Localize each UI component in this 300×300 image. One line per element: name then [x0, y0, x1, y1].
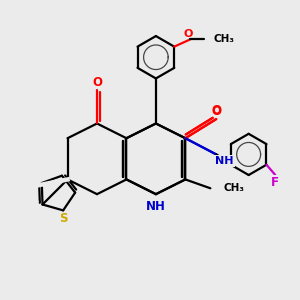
Text: O: O [92, 76, 102, 89]
Text: S: S [59, 212, 68, 225]
Text: CH₃: CH₃ [224, 183, 244, 193]
Text: F: F [271, 175, 279, 188]
Text: NH: NH [215, 156, 234, 166]
Text: O: O [211, 104, 221, 117]
Text: NH: NH [146, 200, 166, 213]
Text: O: O [183, 29, 193, 39]
Text: O: O [211, 105, 221, 118]
Text: NH: NH [147, 200, 165, 210]
Text: CH₃: CH₃ [213, 34, 234, 44]
Text: NH: NH [214, 155, 232, 165]
Polygon shape [2, 189, 36, 222]
Text: CH₃: CH₃ [223, 183, 244, 193]
Text: F: F [271, 176, 279, 189]
